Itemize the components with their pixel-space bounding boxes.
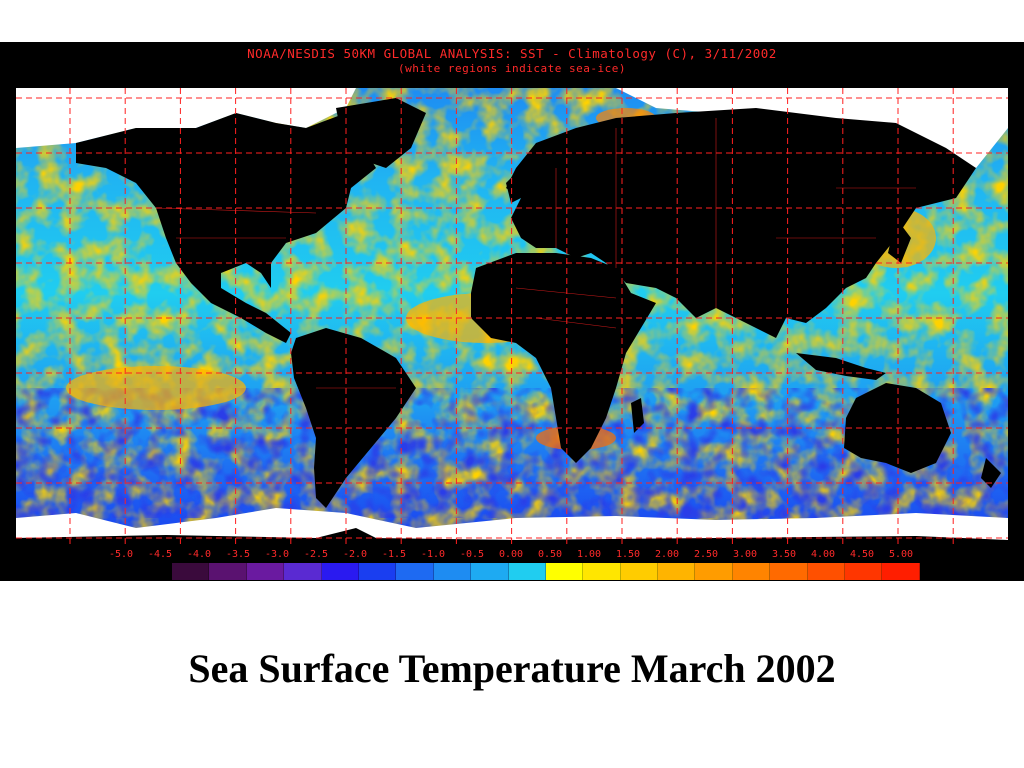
legend-tick-label: -1.5 xyxy=(381,549,407,560)
south-america xyxy=(291,328,416,508)
arctic-ice-east xyxy=(616,88,1008,168)
antarctica xyxy=(16,528,1008,544)
legend-swatch xyxy=(321,563,359,580)
africa xyxy=(471,253,656,463)
map-title: NOAA/NESDIS 50KM GLOBAL ANALYSIS: SST - … xyxy=(247,46,777,61)
color-legend xyxy=(172,563,920,580)
legend-swatch xyxy=(583,563,621,580)
legend-tick-label: -2.0 xyxy=(342,549,368,560)
legend-swatch xyxy=(284,563,322,580)
sea-ice xyxy=(16,88,1008,544)
new-zealand xyxy=(981,458,1001,488)
legend-tick-label: -1.0 xyxy=(420,549,446,560)
legend-tick-label: 1.50 xyxy=(615,549,641,560)
legend-swatch xyxy=(172,563,210,580)
legend-tick-label: -5.0 xyxy=(108,549,134,560)
japan xyxy=(888,218,911,263)
legend-tick-label: 3.00 xyxy=(732,549,758,560)
legend-swatch xyxy=(358,563,397,580)
legend-swatch xyxy=(508,563,546,580)
legend-tick-label: 3.50 xyxy=(771,549,797,560)
legend-swatch xyxy=(882,563,920,580)
legend-tick-label: -4.5 xyxy=(147,549,173,560)
madagascar xyxy=(631,398,644,433)
legend-tick-label: 0.50 xyxy=(537,549,563,560)
map-subtitle: (white regions indicate sea-ice) xyxy=(398,62,626,75)
legend-tick-labels: -5.0 -4.5 -4.0 -3.5 -3.0 -2.5 -2.0 -1.5 -1.0 -0.5… xyxy=(109,549,913,563)
legend-swatch xyxy=(396,563,434,580)
legend-tick-label: -4.0 xyxy=(186,549,212,560)
legend-swatch xyxy=(620,563,659,580)
legend-tick-label: 4.00 xyxy=(810,549,836,560)
lat-lon-grid xyxy=(16,88,1008,544)
legend-tick-label: 1.00 xyxy=(576,549,602,560)
legend-tick-label: -3.5 xyxy=(225,549,251,560)
legend-tick-label: 2.50 xyxy=(693,549,719,560)
legend-swatch xyxy=(770,563,808,580)
antarctic-ice xyxy=(16,508,1008,544)
land xyxy=(16,98,1008,544)
legend-tick-label: -0.5 xyxy=(459,549,485,560)
legend-swatch xyxy=(732,563,771,580)
legend-tick-label: -2.5 xyxy=(303,549,329,560)
sst-anomaly-map xyxy=(16,88,1008,544)
greenland xyxy=(336,98,426,168)
slide-caption: Sea Surface Temperature March 2002 xyxy=(188,646,836,691)
legend-swatch xyxy=(845,563,883,580)
legend-swatch xyxy=(658,563,696,580)
legend-tick-label: 4.50 xyxy=(849,549,875,560)
arctic-ice-west xyxy=(16,88,356,148)
legend-swatch xyxy=(246,563,285,580)
legend-tick-label: -3.0 xyxy=(264,549,290,560)
north-america xyxy=(76,113,376,343)
indonesia xyxy=(796,353,886,380)
legend-swatch xyxy=(545,563,584,580)
legend-swatch xyxy=(807,563,846,580)
sst-map-panel: NOAA/NESDIS 50KM GLOBAL ANALYSIS: SST - … xyxy=(0,42,1024,581)
legend-swatch xyxy=(209,563,247,580)
legend-swatch xyxy=(695,563,733,580)
legend-tick-label: 5.00 xyxy=(888,549,914,560)
legend-tick-label: 2.00 xyxy=(654,549,680,560)
legend-swatch xyxy=(471,563,509,580)
legend-swatch xyxy=(433,563,472,580)
uk xyxy=(506,173,521,203)
legend-tick-label: 0.00 xyxy=(498,549,524,560)
